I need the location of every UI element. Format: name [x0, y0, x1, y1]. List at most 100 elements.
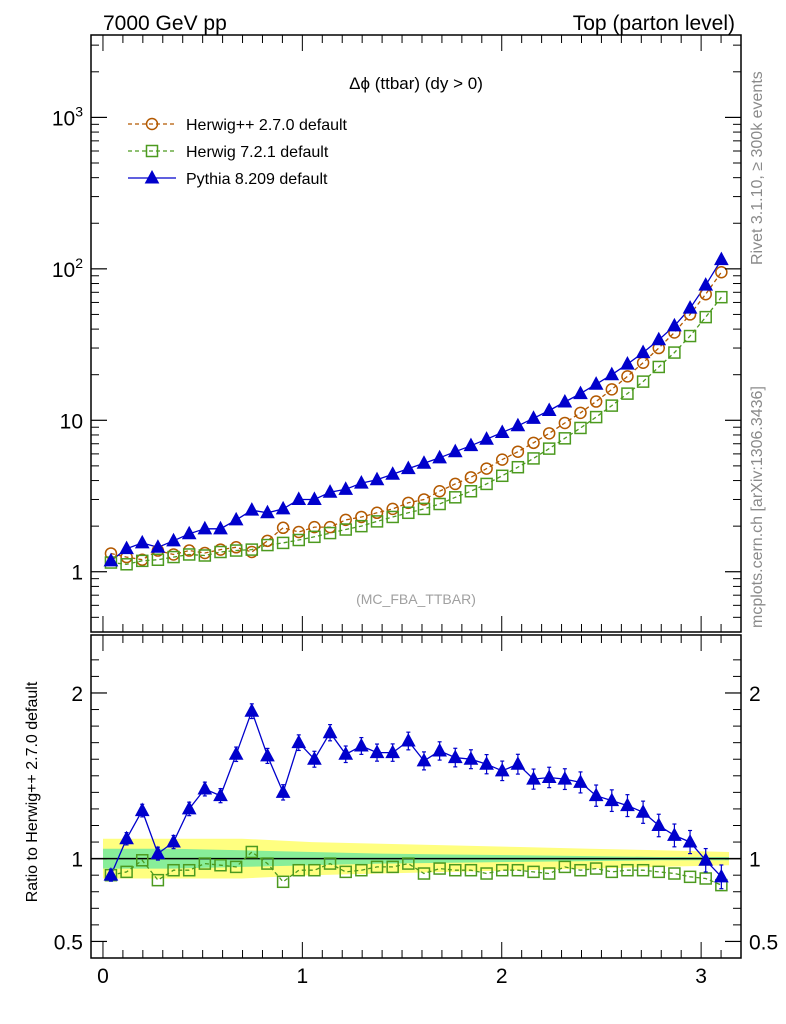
ratio-series-0-point	[276, 875, 290, 889]
ratio-series-0-point	[558, 860, 572, 874]
ratio-series-1-point	[635, 804, 651, 818]
analysis-annotation: (MC_FBA_TTBAR)	[356, 591, 476, 607]
main-series-2-point	[698, 277, 714, 291]
main-series-1-point	[214, 545, 227, 559]
ratio-series-1-point	[119, 830, 134, 845]
main-series-1-point	[464, 484, 478, 498]
ratio-series-0-point	[683, 870, 697, 884]
ratio-series-0-point	[480, 867, 493, 880]
ratio-series-0-point	[699, 872, 712, 885]
ratio-series-0-point	[417, 867, 431, 880]
main-series-1-point	[699, 310, 712, 324]
ratio-series-1-point	[510, 756, 526, 770]
main-series-2-point	[510, 417, 526, 432]
ratio-series-1-point	[416, 752, 432, 767]
ratio-series-1-point	[307, 751, 322, 765]
header-left: 7000 GeV pp	[103, 12, 227, 35]
main-series-0-point	[261, 534, 274, 548]
main-series-1-point	[574, 421, 587, 435]
ratio-series-0-point	[214, 858, 227, 872]
main-series-2-point	[557, 393, 573, 408]
legend-label: Pythia 8.209 default	[186, 171, 328, 188]
main-series-0-point	[464, 471, 478, 484]
main-series-0-point	[542, 427, 556, 440]
ratio-series-1-point	[463, 751, 479, 765]
legend: Herwig++ 2.7.0 default Herwig 7.2.1 defau…	[128, 117, 348, 188]
main-series-2-point	[400, 460, 416, 475]
main-series-1-point	[480, 477, 493, 491]
main-series-1-point	[652, 360, 666, 374]
ratio-series-0-point	[167, 863, 180, 877]
ratio-series-0-point	[589, 862, 603, 875]
main-series-2-point	[541, 402, 557, 417]
ratio-series-0-point	[402, 857, 415, 870]
main-series-1-point	[542, 442, 556, 455]
main-series-0-point	[417, 493, 431, 506]
ratio-series-1-point	[244, 703, 260, 717]
main-series-2-point	[385, 466, 401, 480]
ratio-series-1-point	[354, 737, 369, 752]
main-series-2-point	[369, 471, 385, 486]
ratio-series-1-point	[604, 792, 620, 807]
legend-marker	[144, 169, 160, 184]
main-series-1-point	[386, 510, 399, 524]
x-tick-label: 3	[695, 965, 707, 988]
ratio-series-0-point	[386, 860, 399, 874]
main-series-1-line	[110, 296, 722, 565]
ratio-series-0-point	[292, 863, 306, 877]
ratio-series-1-point	[369, 744, 385, 759]
main-series-2-point	[322, 484, 338, 498]
x-tick-label: 2	[496, 965, 508, 988]
ratio-series-1-point	[260, 747, 275, 762]
main-series-0-point	[636, 356, 650, 369]
ratio-series-0-point	[261, 857, 274, 870]
main-series-1-point	[308, 530, 321, 544]
ratio-series-1-point	[573, 774, 588, 788]
ratio-series-0-point	[527, 865, 540, 879]
main-series-1-point	[621, 387, 634, 400]
ratio-series-1-point	[385, 744, 401, 759]
ratio-series-1-point	[166, 834, 181, 848]
main-series-2-point	[228, 511, 244, 526]
main-series-1-point	[261, 538, 274, 552]
mcplots-label: mcplots.cern.ch [arXiv:1306.3436]	[749, 386, 766, 628]
main-series-1-point	[511, 460, 525, 474]
main-series-2-point	[291, 491, 307, 505]
ratio-y-tick-label: 1	[71, 849, 83, 872]
main-series-0-point	[480, 462, 493, 475]
ratio-series-0-point	[151, 873, 165, 887]
main-series-0-point	[511, 445, 525, 458]
ratio-y-tick-label: 0.5	[54, 931, 83, 954]
ratio-series-0-point	[355, 863, 368, 877]
legend-marker	[145, 117, 159, 131]
ratio-series-0-point	[198, 857, 212, 870]
ratio-series-1-point	[526, 771, 541, 785]
main-series-2-point	[150, 539, 166, 553]
ratio-series-1-point	[698, 852, 714, 866]
main-series-2-point	[479, 431, 494, 445]
ratio-y-tick-label-right: 2	[749, 683, 761, 706]
ratio-series-0-point	[574, 863, 587, 877]
ratio-panel: 0 1 2 3 0.5 0.5 1 1 2 2 Ratio to Herwig++ 2.7.0 d…	[24, 634, 778, 988]
main-series-0-point	[402, 496, 415, 510]
main-series-0-point	[495, 453, 509, 466]
ratio-y-axis-label: Ratio to Herwig++ 2.7.0 default	[24, 681, 41, 902]
main-series-1-point	[402, 506, 415, 520]
main-series-1-point	[605, 399, 619, 412]
main-series-1-point	[683, 329, 697, 343]
ratio-series-1-point	[714, 868, 729, 883]
ratio-series-1-point	[197, 780, 213, 795]
main-series-0-point	[276, 521, 290, 535]
ratio-series-0-point	[621, 863, 634, 877]
main-series-1-point	[292, 533, 306, 547]
main-series-1-point	[229, 544, 243, 557]
ratio-series-1-point	[557, 771, 573, 785]
main-series-1-point	[323, 526, 337, 540]
main-series-2-point	[714, 251, 729, 266]
ratio-series-1-point	[588, 787, 604, 802]
main-series-1-point	[355, 519, 368, 533]
main-series-0-point	[589, 395, 603, 408]
ratio-series-1-point	[400, 732, 416, 747]
ratio-series-1-point	[479, 756, 494, 770]
main-series-1-point	[120, 558, 133, 571]
